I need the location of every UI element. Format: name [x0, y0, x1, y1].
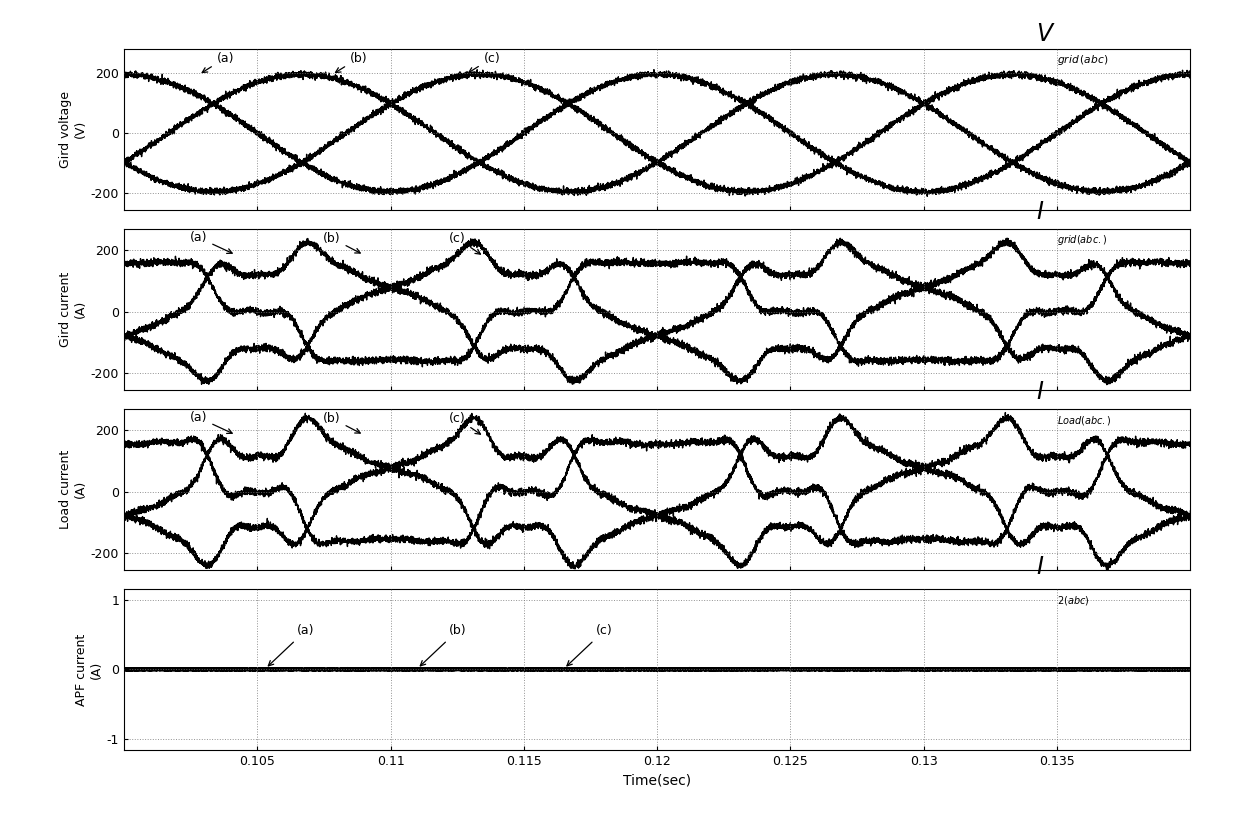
Text: (b): (b) [420, 624, 466, 666]
Text: $I$: $I$ [1035, 201, 1044, 224]
Y-axis label: Gird current
(A): Gird current (A) [58, 271, 87, 347]
Text: (c): (c) [449, 231, 480, 254]
Y-axis label: Gird voltage
(V): Gird voltage (V) [58, 90, 87, 168]
Text: (a): (a) [202, 51, 234, 73]
Text: (c): (c) [469, 51, 500, 73]
Text: $I$: $I$ [1035, 557, 1044, 579]
Text: $_{Load(abc.)}$: $_{Load(abc.)}$ [1056, 414, 1112, 428]
Y-axis label: APF current
(A): APF current (A) [74, 633, 103, 706]
Text: $V$: $V$ [1035, 23, 1055, 46]
Y-axis label: Load current
(A): Load current (A) [58, 450, 87, 529]
Text: (c): (c) [567, 624, 613, 666]
Text: $_{grid\,(abc)}$: $_{grid\,(abc)}$ [1056, 54, 1109, 68]
Text: $I$: $I$ [1035, 381, 1044, 404]
Text: (c): (c) [449, 412, 480, 434]
X-axis label: Time(sec): Time(sec) [624, 773, 691, 787]
Text: (b): (b) [336, 51, 367, 73]
Text: (b): (b) [324, 231, 361, 253]
Text: $_{2(abc)}$: $_{2(abc)}$ [1056, 594, 1090, 608]
Text: $_{grid(abc.)}$: $_{grid(abc.)}$ [1056, 234, 1107, 248]
Text: (a): (a) [190, 412, 232, 434]
Text: (a): (a) [268, 624, 314, 666]
Text: (a): (a) [190, 231, 232, 253]
Text: (b): (b) [324, 412, 361, 433]
